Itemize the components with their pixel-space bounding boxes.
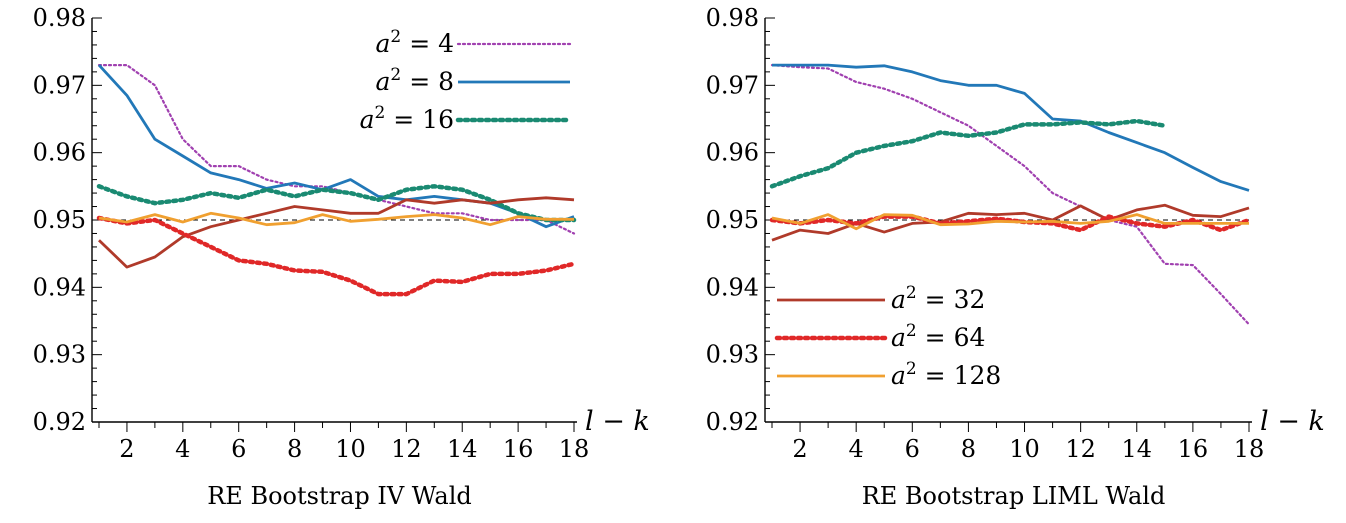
series-line-a-2-64 [96,215,577,297]
y-tick-label: 0.96 [33,139,86,167]
y-tick-label: 0.95 [33,206,86,234]
x-tick-label: 8 [287,435,302,463]
x-tick-label: 18 [559,435,590,463]
x-tick-label: 14 [447,435,478,463]
series-line-a-2-32 [98,196,575,269]
legend-label-a-2-4: a2 = 4 [376,27,454,58]
legend-label-a-2-16: a2 = 16 [360,103,454,134]
y-tick-label: 0.94 [706,273,759,301]
y-tick-label: 0.96 [706,139,759,167]
legend-label-a-2-128: a2 = 128 [891,359,1001,390]
legend-label-a-2-64: a2 = 64 [891,321,985,352]
y-tick-label: 0.98 [33,4,86,32]
x-tick-label: 8 [961,435,976,463]
series-line-a-2-128 [98,211,574,227]
x-tick-label: 2 [792,435,807,463]
series-line-a-2-4 [770,63,1251,326]
x-tick-label: 14 [1121,435,1152,463]
x-axis-label: RE Bootstrap LIML Wald [862,482,1166,510]
series-line-a-2-8 [772,63,1250,192]
x-tick-label: 4 [849,435,864,463]
x-tick-label: 6 [231,435,246,463]
panel-re-bootstrap-iv-wald: 0.92 0.93 0.94 0.95 0.96 0.97 0.98 2 4 6 8 10 12 14 16… [33,4,650,510]
x-tick-label: 12 [1065,435,1096,463]
panel-re-bootstrap-liml-wald: 0.92 0.93 0.94 0.95 0.96 0.97 0.98 2 4 6 8 10 12 14 16… [706,4,1325,510]
y-tick-label: 0.92 [706,408,759,436]
x-tick-label: 4 [175,435,190,463]
y-tick-label: 0.97 [33,71,86,99]
x-tick-label: 2 [119,435,134,463]
x-tick-label: 10 [335,435,366,463]
legend-label-a-2-8: a2 = 8 [376,65,454,96]
y-tick-label: 0.97 [706,71,759,99]
series-line-a-2-16 [769,118,1168,189]
y-tick-label: 0.93 [33,341,86,369]
axis-end-label: l − k [1260,406,1325,437]
series-line-a-2-8 [97,64,575,229]
y-tick-label: 0.95 [706,206,759,234]
x-tick-label: 6 [905,435,920,463]
x-tick-label: 12 [391,435,422,463]
x-tick-label: 18 [1234,435,1265,463]
x-tick-label: 16 [503,435,534,463]
y-tick-label: 0.92 [33,408,86,436]
x-tick-label: 10 [1009,435,1040,463]
legend: a2 = 32 a2 = 64 a2 = 128 [774,283,1001,390]
legend: a2 = 4 a2 = 8 a2 = 16 [360,27,573,134]
x-tick-label: 16 [1178,435,1209,463]
legend-label-a-2-32: a2 = 32 [891,283,985,314]
x-axis-label: RE Bootstrap IV Wald [207,482,472,510]
y-tick-label: 0.94 [33,273,86,301]
y-tick-label: 0.93 [706,341,759,369]
y-tick-label: 0.98 [706,4,759,32]
axis-end-label: l − k [585,406,650,437]
series-line-a-2-16 [96,184,577,223]
series-line-a-2-128 [771,213,1249,231]
